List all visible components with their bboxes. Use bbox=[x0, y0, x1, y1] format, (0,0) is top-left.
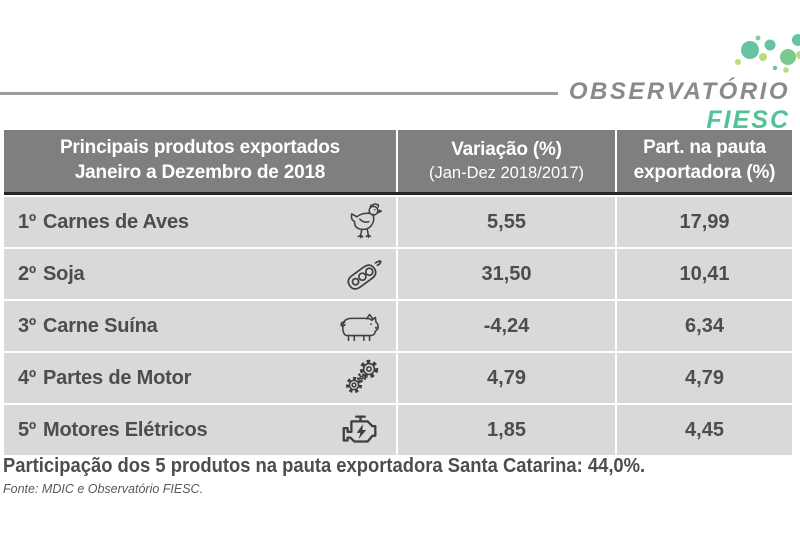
header-share-line1: Part. na pauta bbox=[643, 137, 766, 159]
table-row: 4º Partes de Motor bbox=[4, 353, 792, 403]
product-label: Motores Elétricos bbox=[43, 418, 208, 441]
participation-summary: Participação dos 5 produtos na pauta exp… bbox=[3, 455, 646, 477]
variation-value: 1,85 bbox=[398, 405, 615, 455]
product-label: Partes de Motor bbox=[43, 366, 192, 389]
header-products-line2: Janeiro a Dezembro de 2018 bbox=[74, 162, 326, 183]
rank-label: 5º bbox=[18, 418, 37, 441]
table-row: 1º Carnes de Aves bbox=[4, 197, 792, 247]
share-value: 17,99 bbox=[617, 197, 792, 247]
source-note: Fonte: MDIC e Observatório FIESC. bbox=[3, 482, 204, 496]
product-cell: 1º Carnes de Aves bbox=[4, 197, 396, 247]
logo: OBSERVATÓRIO FIESC bbox=[569, 80, 790, 133]
variation-value: 4,79 bbox=[398, 353, 615, 403]
header-products-cell: Principais produtos exportados Janeiro a… bbox=[4, 130, 396, 192]
chicken-icon bbox=[348, 201, 382, 243]
share-value: 10,41 bbox=[617, 249, 792, 299]
table-header-row: Principais produtos exportados Janeiro a… bbox=[4, 130, 792, 195]
rank-label: 1º bbox=[18, 210, 37, 233]
soybean-icon bbox=[342, 254, 382, 294]
logo-observatorio-text: OBSERVATÓRIO bbox=[568, 78, 790, 105]
rank-label: 3º bbox=[18, 314, 37, 337]
table-row: 5º Motores Elétricos 1,85 4,45 bbox=[4, 405, 792, 455]
table-row: 2º Soja bbox=[4, 249, 792, 299]
product-cell: 3º Carne Suína bbox=[4, 301, 396, 351]
gears-icon bbox=[342, 358, 382, 398]
horizontal-divider bbox=[0, 92, 558, 95]
product-cell: 2º Soja bbox=[4, 249, 396, 299]
header-variation-cell: Variação (%) (Jan-Dez 2018/2017) bbox=[398, 130, 615, 192]
header-products-line1: Principais produtos exportados bbox=[59, 137, 341, 159]
header-share-cell: Part. na pauta exportadora (%) bbox=[617, 130, 792, 192]
variation-value: -4,24 bbox=[398, 301, 615, 351]
exports-table: Principais produtos exportados Janeiro a… bbox=[4, 130, 792, 455]
variation-value: 31,50 bbox=[398, 249, 615, 299]
header-variation-line1: Variação (%) bbox=[451, 138, 562, 160]
product-label: Carnes de Aves bbox=[43, 210, 189, 233]
logo-fiesc-text: FIESC bbox=[706, 106, 790, 134]
table-row: 3º Carne Suína -4,24 bbox=[4, 301, 792, 351]
product-cell: 5º Motores Elétricos bbox=[4, 405, 396, 455]
product-label: Soja bbox=[43, 262, 85, 285]
header-variation-line2: (Jan-Dez 2018/2017) bbox=[428, 163, 584, 182]
green-dots-cluster-icon bbox=[735, 34, 800, 73]
rank-label: 2º bbox=[18, 262, 37, 285]
share-value: 4,45 bbox=[617, 405, 792, 455]
rank-label: 4º bbox=[18, 366, 37, 389]
product-label: Carne Suína bbox=[43, 314, 158, 337]
share-value: 6,34 bbox=[617, 301, 792, 351]
variation-value: 5,55 bbox=[398, 197, 615, 247]
product-cell: 4º Partes de Motor bbox=[4, 353, 396, 403]
header-share-line2: exportadora (%) bbox=[633, 162, 776, 183]
share-value: 4,79 bbox=[617, 353, 792, 403]
engine-icon bbox=[338, 411, 382, 449]
pig-icon bbox=[338, 309, 382, 343]
